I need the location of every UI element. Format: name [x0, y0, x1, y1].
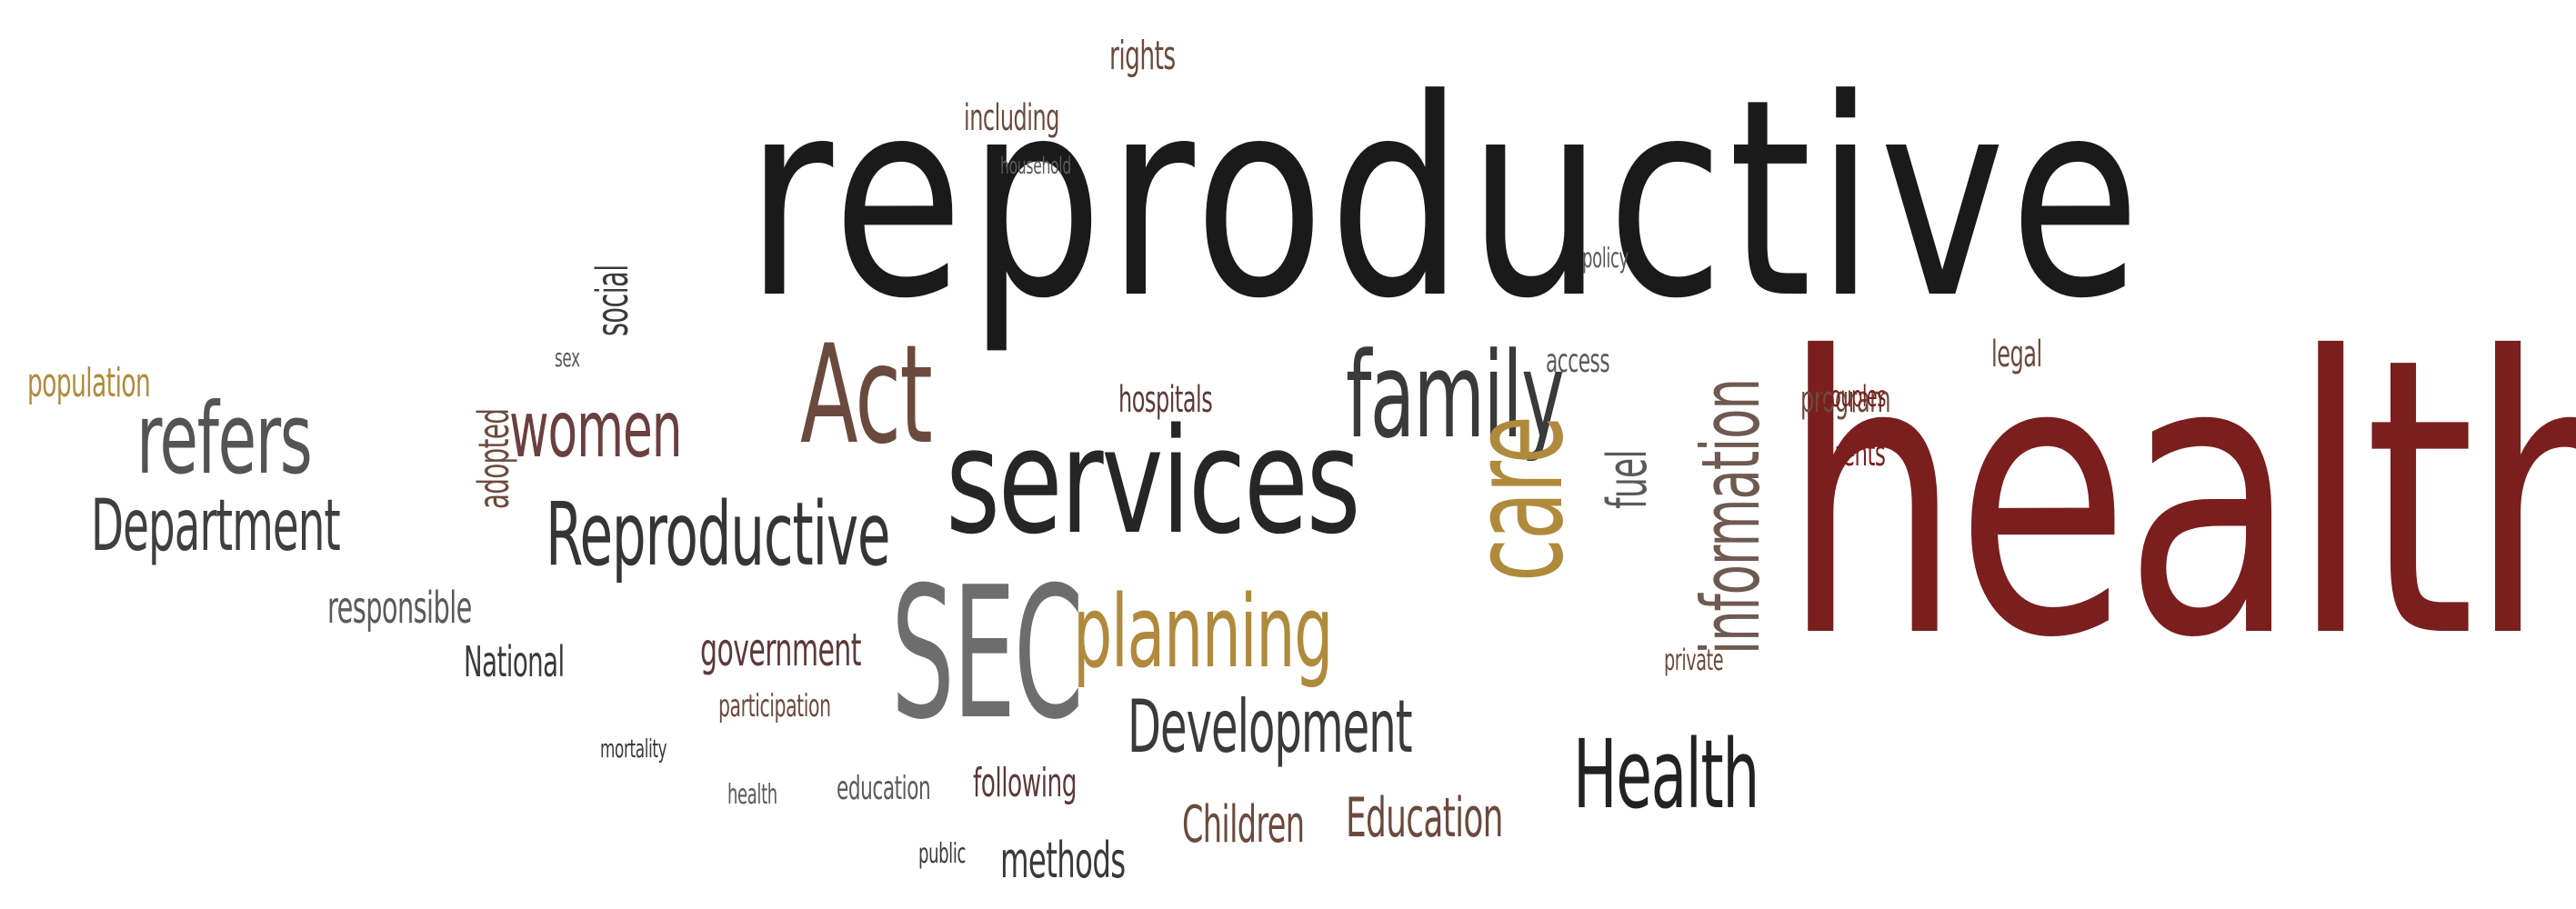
word-sex: sex	[555, 345, 580, 371]
word-access: access	[1546, 345, 1609, 378]
word-private: private	[1664, 645, 1723, 674]
word-children: Children	[1182, 800, 1304, 851]
word-hospitals: hospitals	[1118, 382, 1212, 418]
word-reproductive-title: Reproductive	[546, 491, 889, 578]
word-education: Education	[1346, 791, 1503, 845]
word-following: following	[973, 764, 1077, 804]
word-adopted: adopted	[473, 409, 515, 509]
word-responsible: responsible	[327, 586, 472, 630]
word-information: information	[1691, 379, 1771, 654]
word-women: women	[509, 391, 681, 469]
word-sec: SEC	[891, 564, 1082, 745]
word-rights: rights	[1109, 36, 1176, 76]
word-population: population	[27, 364, 150, 404]
word-participation: participation	[718, 691, 831, 722]
word-legal: legal	[1991, 336, 2042, 373]
word-policy: policy	[1582, 245, 1629, 273]
word-fuel: fuel	[1600, 450, 1655, 509]
word-health-small: Health	[1573, 727, 1759, 822]
word-parents: parents	[1809, 436, 1885, 471]
word-couples: Couples	[1819, 382, 1886, 411]
word-development: Development	[1128, 691, 1412, 764]
word-services: services	[946, 409, 1358, 554]
word-public: public	[918, 841, 966, 868]
word-education-small: education	[837, 773, 930, 805]
word-department: Department	[91, 491, 340, 562]
word-health-tiny: health	[727, 782, 777, 809]
word-national: National	[464, 641, 565, 683]
word-government: government	[700, 627, 861, 673]
word-care: care	[1455, 417, 1582, 582]
word-household: household	[1000, 155, 1071, 178]
word-mortality: mortality	[600, 736, 667, 762]
word-including: including	[964, 100, 1059, 136]
word-social: social	[591, 265, 635, 336]
word-methods: methods	[1000, 836, 1125, 885]
word-planning: planning	[1073, 582, 1332, 682]
word-refers: refers	[136, 391, 311, 489]
word-health-large: health	[1782, 309, 2576, 691]
word-act: Act	[800, 327, 931, 464]
